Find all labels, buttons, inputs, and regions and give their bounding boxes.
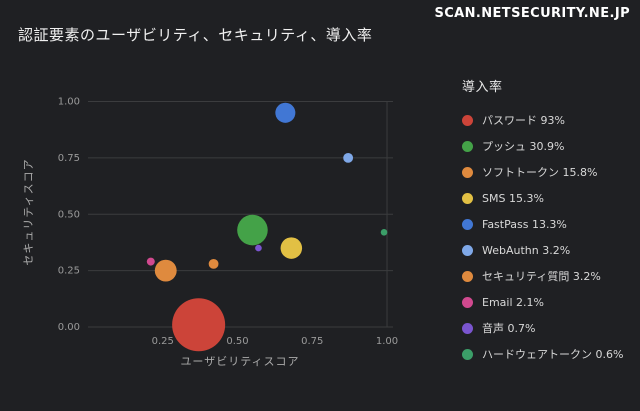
legend-item-label: WebAuthn 3.2% <box>482 243 571 257</box>
legend-item-パスワード: パスワード 93% <box>462 107 634 133</box>
chart-title: 認証要素のユーザビリティ、セキュリティ、導入率 <box>18 26 373 44</box>
legend-dot-icon <box>462 192 473 204</box>
legend-item-音声: 音声 0.7% <box>462 315 634 341</box>
legend-item-label: ハードウェアトークン 0.6% <box>482 348 624 361</box>
bubbles-layer <box>146 102 388 352</box>
y-tick-label: 0.25 <box>58 266 80 277</box>
x-tick-label: 0.50 <box>226 336 248 347</box>
legend-item-label: プッシュ 30.9% <box>482 140 565 153</box>
legend-item-label: FastPass 13.3% <box>482 217 567 231</box>
legend-item-FastPass: FastPass 13.3% <box>462 211 634 237</box>
x-tick-label: 0.25 <box>152 336 174 347</box>
y-axis-title: セキュリティスコア <box>22 158 35 265</box>
legend-item-label: 音声 0.7% <box>482 322 536 335</box>
chart-bubble-プッシュ <box>237 214 268 246</box>
y-tick-label: 0.50 <box>58 209 80 220</box>
x-axis-title: ユーザビリティスコア <box>180 355 299 368</box>
legend-title: 導入率 <box>462 80 503 95</box>
chart-bubble-セキュリティ質問 <box>208 258 219 269</box>
legend-dot-icon <box>462 166 473 178</box>
legend-dot-icon <box>462 322 473 334</box>
legend-item-Email: Email 2.1% <box>462 289 634 315</box>
legend-dot-icon <box>462 140 473 152</box>
legend-item-プッシュ: プッシュ 30.9% <box>462 133 634 159</box>
chart-bubble-SMS <box>280 237 303 259</box>
legend-dot-icon <box>462 270 473 282</box>
chart-bubble-パスワード <box>172 298 226 352</box>
y-tick-label: 0.75 <box>58 153 80 164</box>
legend-item-ハードウェアトークン: ハードウェアトークン 0.6% <box>462 341 634 367</box>
legend-item-WebAuthn: WebAuthn 3.2% <box>462 237 634 263</box>
legend-dot-icon <box>462 244 473 256</box>
legend-item-label: Email 2.1% <box>482 295 544 309</box>
legend-item-ソフトトークン: ソフトトークン 15.8% <box>462 159 634 185</box>
legend-item-label: ソフトトークン 15.8% <box>482 166 598 179</box>
legend-item-label: セキュリティ質問 3.2% <box>482 270 601 283</box>
legend-dot-icon <box>462 348 473 360</box>
site-watermark: SCAN.NETSECURITY.NE.JP <box>434 6 630 21</box>
chart-bubble-音声 <box>255 244 262 252</box>
y-tick-label: 1.00 <box>58 97 80 108</box>
bubble-chart: 0.00 0.25 0.50 0.75 1.00 0.25 0.50 0.75 1.00 ユーザ… <box>22 97 398 368</box>
legend-item-SMS: SMS 15.3% <box>462 185 634 211</box>
axis-tick-labels: 0.00 0.25 0.50 0.75 1.00 0.25 0.50 0.75 1.00 <box>58 97 398 347</box>
chart-bubble-ハードウェアトークン <box>380 228 388 236</box>
x-tick-label: 1.00 <box>376 336 398 347</box>
legend-item-セキュリティ質問: セキュリティ質問 3.2% <box>462 263 634 289</box>
chart-bubble-FastPass <box>275 102 296 123</box>
adoption-legend: 導入率 パスワード 93% プッシュ 30.9% ソフトトークン 15.8% SMS … <box>462 76 634 367</box>
chart-bubble-ソフトトークン <box>154 259 177 282</box>
x-tick-label: 0.75 <box>301 336 323 347</box>
gridlines <box>88 101 393 328</box>
legend-dot-icon <box>462 114 473 126</box>
legend-dot-icon <box>462 218 473 230</box>
legend-dot-icon <box>462 296 473 308</box>
y-tick-label: 0.00 <box>58 322 80 333</box>
chart-bubble-WebAuthn <box>343 152 354 163</box>
chart-bubble-Email <box>146 257 155 266</box>
legend-item-label: SMS 15.3% <box>482 191 544 205</box>
legend-items: パスワード 93% プッシュ 30.9% ソフトトークン 15.8% SMS 15.3… <box>462 107 634 367</box>
legend-item-label: パスワード 93% <box>482 114 565 127</box>
